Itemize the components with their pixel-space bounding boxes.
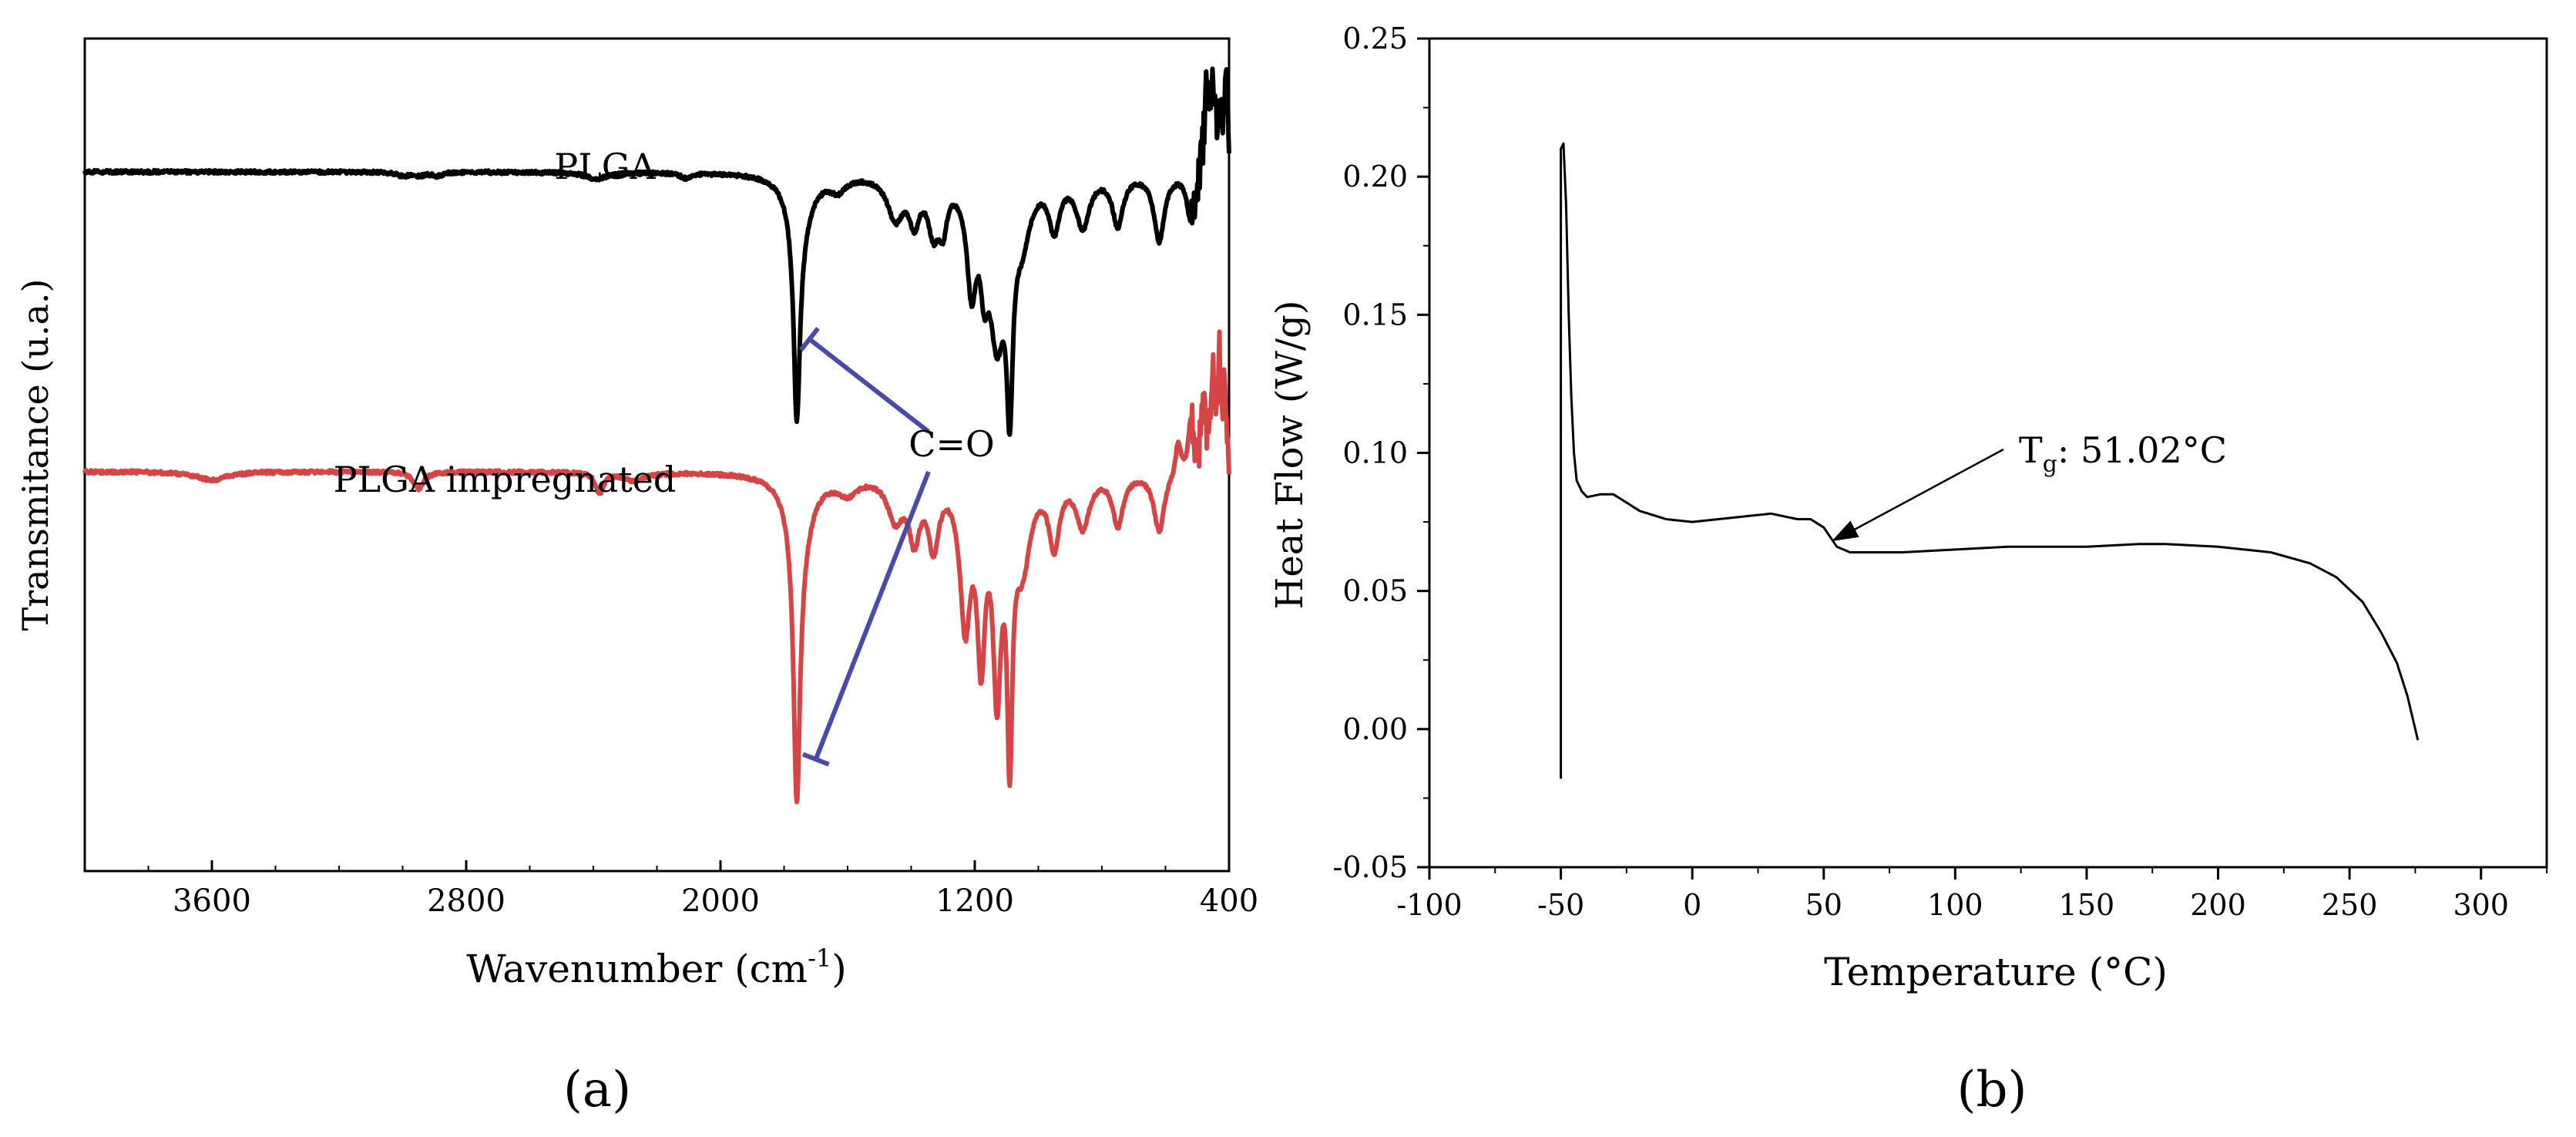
ftir-x-tick-label: 3600	[173, 883, 251, 919]
dsc-x-tick-label: 200	[2190, 888, 2246, 922]
dsc-y-tick-label: 0.15	[1342, 298, 1408, 331]
tg-annotation	[1832, 448, 2004, 542]
dsc-y-tick-label: 0.00	[1342, 712, 1408, 746]
annotation-line	[813, 470, 931, 761]
dsc-x-tick-label: 300	[2453, 888, 2509, 922]
series-label-plga-impregnated: PLGA impregnated	[334, 459, 677, 500]
ftir-plot-frame	[83, 37, 1231, 873]
ftir-panel: 3600 2800 2000 1200 400 PLGA PLGA impregnate…	[15, 37, 1258, 1118]
ftir-x-tick-label: 2000	[681, 883, 760, 919]
annotation-cap	[801, 752, 830, 767]
ftir-y-axis-label: Transmitance (u.a.)	[15, 279, 56, 631]
dsc-x-tick-label: 100	[1927, 888, 1983, 922]
dsc-y-tick-label: 0.25	[1342, 22, 1408, 56]
ftir-x-tick-label: 1200	[935, 883, 1014, 919]
dsc-x-tick-label: 150	[2059, 888, 2115, 922]
dsc-y-tick-label: -0.05	[1333, 850, 1408, 884]
ftir-x-tick-label: 400	[1200, 883, 1258, 919]
panel-label-a: (a)	[563, 1061, 631, 1118]
carbonyl-annotation	[799, 326, 931, 767]
dsc-plot-frame	[1428, 37, 2548, 869]
ftir-x-tick-label: 2800	[427, 883, 505, 919]
series-label-plga: PLGA	[554, 146, 656, 187]
dsc-y-tick-label: 0.05	[1342, 574, 1408, 608]
dsc-x-tick-label: 250	[2322, 888, 2378, 922]
tg-annotation-label: Tg: 51.02°C	[2019, 429, 2227, 478]
dsc-x-tick-label: 50	[1805, 888, 1842, 922]
dsc-x-axis-label: Temperature (°C)	[1824, 950, 2168, 994]
dsc-x-tick-label: 0	[1683, 888, 1701, 922]
annotation-line	[808, 337, 930, 434]
dsc-y-tick-label: 0.10	[1342, 436, 1408, 470]
tg-arrow-head	[1832, 520, 1859, 542]
dsc-panel: -100 -50 0 50 100 150 200 250 300 -0.05 0.00 0.05 0…	[1268, 22, 2548, 1118]
annotation-cap	[799, 326, 820, 352]
series-line-dsc	[1560, 142, 2420, 779]
annotation-label-c-o: C=O	[908, 423, 994, 465]
series-line-plga-impregnated	[82, 329, 1231, 805]
dsc-x-tick-label: -100	[1396, 888, 1462, 922]
panel-label-b: (b)	[1957, 1061, 2027, 1118]
series-line-plga	[82, 66, 1231, 437]
ftir-x-axis-label: Wavenumber (cm-1)	[466, 944, 847, 991]
dsc-y-axis-label: Heat Flow (W/g)	[1268, 300, 1312, 609]
tg-arrow-line	[1846, 448, 2004, 535]
dsc-y-tick-label: 0.20	[1342, 160, 1408, 193]
dsc-x-tick-label: -50	[1537, 888, 1584, 922]
